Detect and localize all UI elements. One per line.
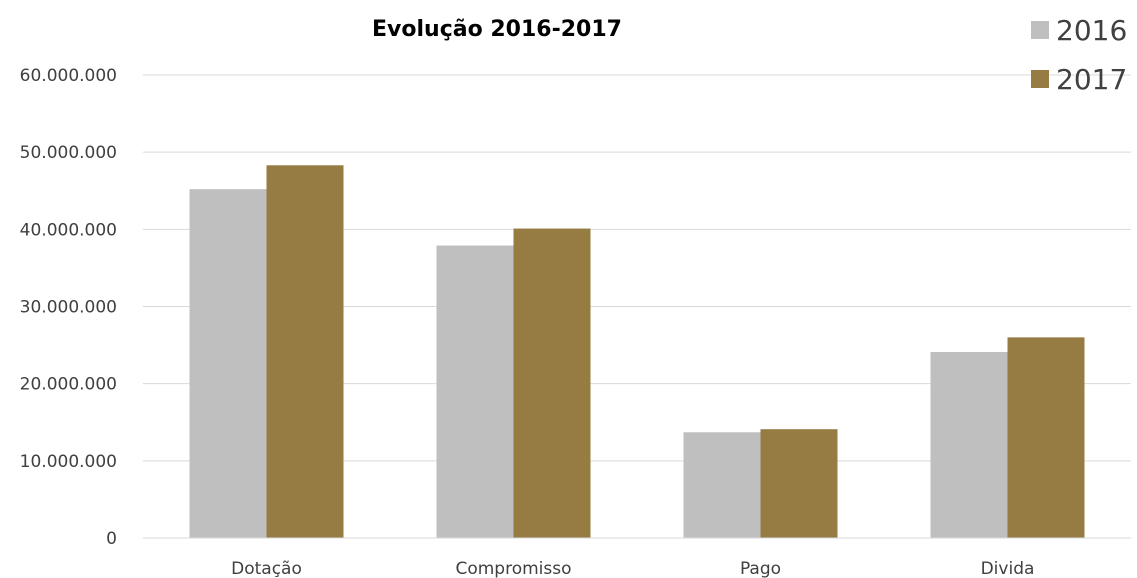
legend-swatch-2017 xyxy=(1031,70,1049,88)
x-category-label: Dotação xyxy=(231,559,302,578)
x-axis-category-labels: Dotação Compromisso Pago Divida xyxy=(231,559,1034,578)
legend-label: 2017 xyxy=(1056,63,1127,96)
x-category-label: Pago xyxy=(740,559,781,578)
x-category-label: Compromisso xyxy=(455,559,571,578)
bar-2016-2 xyxy=(683,432,761,538)
bar-2017-0 xyxy=(266,165,344,538)
y-tick-label: 30.000.000 xyxy=(20,298,117,318)
y-tick-label: 60.000.000 xyxy=(20,66,117,86)
chart-title: Evolução 2016-2017 xyxy=(372,17,622,42)
bar-2017-3 xyxy=(1007,337,1085,538)
bar-2016-0 xyxy=(189,189,267,538)
bar-2017-1 xyxy=(513,228,591,539)
bar-2017-2 xyxy=(760,429,838,538)
bar-2016-1 xyxy=(436,245,514,538)
y-tick-label: 50.000.000 xyxy=(20,143,117,163)
y-tick-label: 0 xyxy=(106,529,117,549)
y-tick-label: 10.000.000 xyxy=(20,452,117,472)
legend: 2016 2017 xyxy=(1031,14,1127,96)
legend-label: 2016 xyxy=(1056,14,1127,47)
x-category-label: Divida xyxy=(981,559,1035,578)
y-axis-tick-labels: 0 10.000.000 20.000.000 30.000.000 40.000.00… xyxy=(20,66,117,549)
y-tick-label: 20.000.000 xyxy=(20,375,117,395)
y-tick-label: 40.000.000 xyxy=(20,220,117,240)
bars xyxy=(189,165,1085,539)
bar-2016-3 xyxy=(930,352,1008,538)
legend-swatch-2016 xyxy=(1031,21,1049,39)
